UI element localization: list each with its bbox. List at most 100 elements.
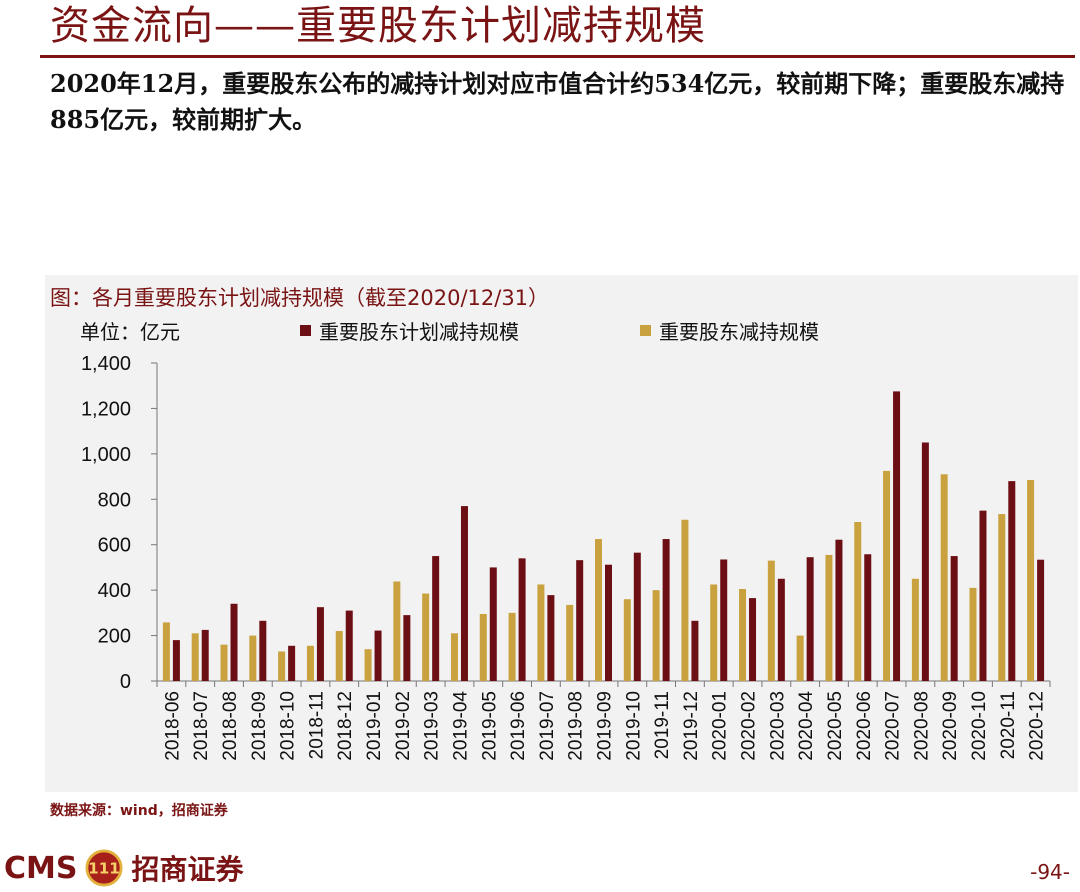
bar-actual xyxy=(796,635,804,681)
bar-actual xyxy=(710,584,718,681)
bar-planned xyxy=(576,560,584,681)
logo-chinese-text: 招商证券 xyxy=(131,853,244,886)
legend-label-actual: 重要股东减持规模 xyxy=(659,320,819,344)
bar-actual xyxy=(162,622,170,681)
bar-actual xyxy=(940,474,948,681)
bar-actual xyxy=(998,514,1006,681)
bar-actual xyxy=(220,644,228,681)
y-tick-label: 200 xyxy=(98,626,131,648)
bar-planned xyxy=(893,391,901,681)
page-number: -94- xyxy=(1030,860,1070,884)
x-tick-label: 2019-08 xyxy=(566,691,587,761)
x-tick-label: 2018-11 xyxy=(306,691,327,759)
y-tick-label: 1,000 xyxy=(81,444,131,466)
bar-planned xyxy=(633,552,641,681)
logo-emblem-icon: 111 xyxy=(85,849,124,887)
x-tick-label: 2020-12 xyxy=(1027,691,1048,761)
y-tick-label: 1,400 xyxy=(81,353,131,375)
bar-planned xyxy=(605,564,612,681)
x-tick-label: 2020-06 xyxy=(854,691,875,761)
bar-planned xyxy=(950,556,958,681)
bar-planned xyxy=(432,556,440,681)
x-tick-label: 2018-12 xyxy=(335,691,356,761)
y-tick-label: 800 xyxy=(98,489,131,511)
y-tick-label: 600 xyxy=(98,535,131,557)
x-tick-label: 2019-04 xyxy=(450,691,471,761)
x-tick-label: 2020-11 xyxy=(998,691,1019,759)
x-tick-label: 2020-07 xyxy=(883,691,904,761)
x-tick-label: 2018-07 xyxy=(191,691,212,761)
bar-actual xyxy=(1027,479,1035,681)
logo-cms-text: CMS xyxy=(4,850,78,886)
bar-actual xyxy=(566,604,574,681)
data-source: 数据来源：wind，招商证券 xyxy=(50,803,228,819)
bar-actual xyxy=(681,519,689,681)
bar-planned xyxy=(259,620,267,681)
bar-planned xyxy=(835,539,843,681)
chart-panel xyxy=(45,275,1078,792)
y-tick-label: 0 xyxy=(120,671,131,693)
bar-planned xyxy=(403,615,411,681)
x-tick-label: 2019-10 xyxy=(623,691,644,761)
x-tick-label: 2018-09 xyxy=(249,691,270,761)
bar-actual xyxy=(479,613,487,681)
bar-planned xyxy=(979,510,987,681)
bar-actual xyxy=(306,645,314,681)
bar-planned xyxy=(230,603,238,681)
y-tick-label: 1,200 xyxy=(81,398,131,420)
bar-planned xyxy=(316,607,324,681)
x-tick-label: 2019-02 xyxy=(393,691,414,761)
x-tick-label: 2020-04 xyxy=(796,691,817,761)
bar-planned xyxy=(345,610,353,681)
bar-planned xyxy=(691,620,699,681)
x-tick-label: 2019-12 xyxy=(681,691,702,761)
bar-planned xyxy=(720,559,728,681)
chart-unit-label: 单位：亿元 xyxy=(80,320,180,344)
bar-actual xyxy=(767,560,775,681)
bar-actual xyxy=(623,599,631,681)
bar-planned xyxy=(547,595,555,681)
legend-swatch-planned xyxy=(300,325,311,336)
bar-actual xyxy=(393,581,401,681)
title-rule xyxy=(40,55,1075,58)
x-tick-label: 2018-08 xyxy=(220,691,241,761)
bar-planned xyxy=(489,567,497,681)
x-tick-label: 2019-06 xyxy=(508,691,529,761)
x-tick-label: 2020-01 xyxy=(710,691,731,761)
bar-actual xyxy=(335,631,343,681)
x-tick-label: 2020-09 xyxy=(940,691,961,761)
bar-planned xyxy=(288,645,296,681)
bar-actual xyxy=(508,612,516,681)
bar-actual xyxy=(825,554,833,681)
bar-planned xyxy=(1037,559,1045,681)
legend-item-actual: 重要股东减持规模 xyxy=(640,316,819,345)
bar-actual xyxy=(249,635,257,681)
bar-planned xyxy=(201,629,209,681)
bar-planned xyxy=(749,598,757,681)
page-title: 资金流向——重要股东计划减持规模 xyxy=(50,3,706,49)
y-tick-label: 400 xyxy=(98,580,131,602)
bar-actual xyxy=(191,633,199,681)
bar-actual xyxy=(854,522,862,681)
x-tick-label: 2018-10 xyxy=(278,691,299,761)
bar-planned xyxy=(518,558,526,681)
bar-actual xyxy=(883,470,891,681)
x-tick-label: 2020-03 xyxy=(767,691,788,761)
bar-planned xyxy=(1008,481,1016,681)
bar-planned xyxy=(864,554,872,681)
bar-planned xyxy=(777,578,785,681)
x-tick-label: 2020-05 xyxy=(825,691,846,761)
bar-planned xyxy=(460,506,468,681)
bar-actual xyxy=(652,590,660,681)
bar-actual xyxy=(739,589,747,681)
x-tick-label: 2019-03 xyxy=(422,691,443,761)
logo-emblem-text: 111 xyxy=(89,860,121,878)
bar-planned xyxy=(662,539,670,681)
legend-label-planned: 重要股东计划减持规模 xyxy=(319,320,519,344)
chart-title: 图：各月重要股东计划减持规模（截至2020/12/31） xyxy=(50,286,550,310)
bar-planned xyxy=(172,640,180,681)
summary-text: 2020年12月，重要股东公布的减持计划对应市值合计约534亿元，较前期下降；重… xyxy=(50,69,1065,134)
bar-planned xyxy=(806,557,814,681)
bar-actual xyxy=(911,578,919,681)
bar-actual xyxy=(969,587,977,681)
